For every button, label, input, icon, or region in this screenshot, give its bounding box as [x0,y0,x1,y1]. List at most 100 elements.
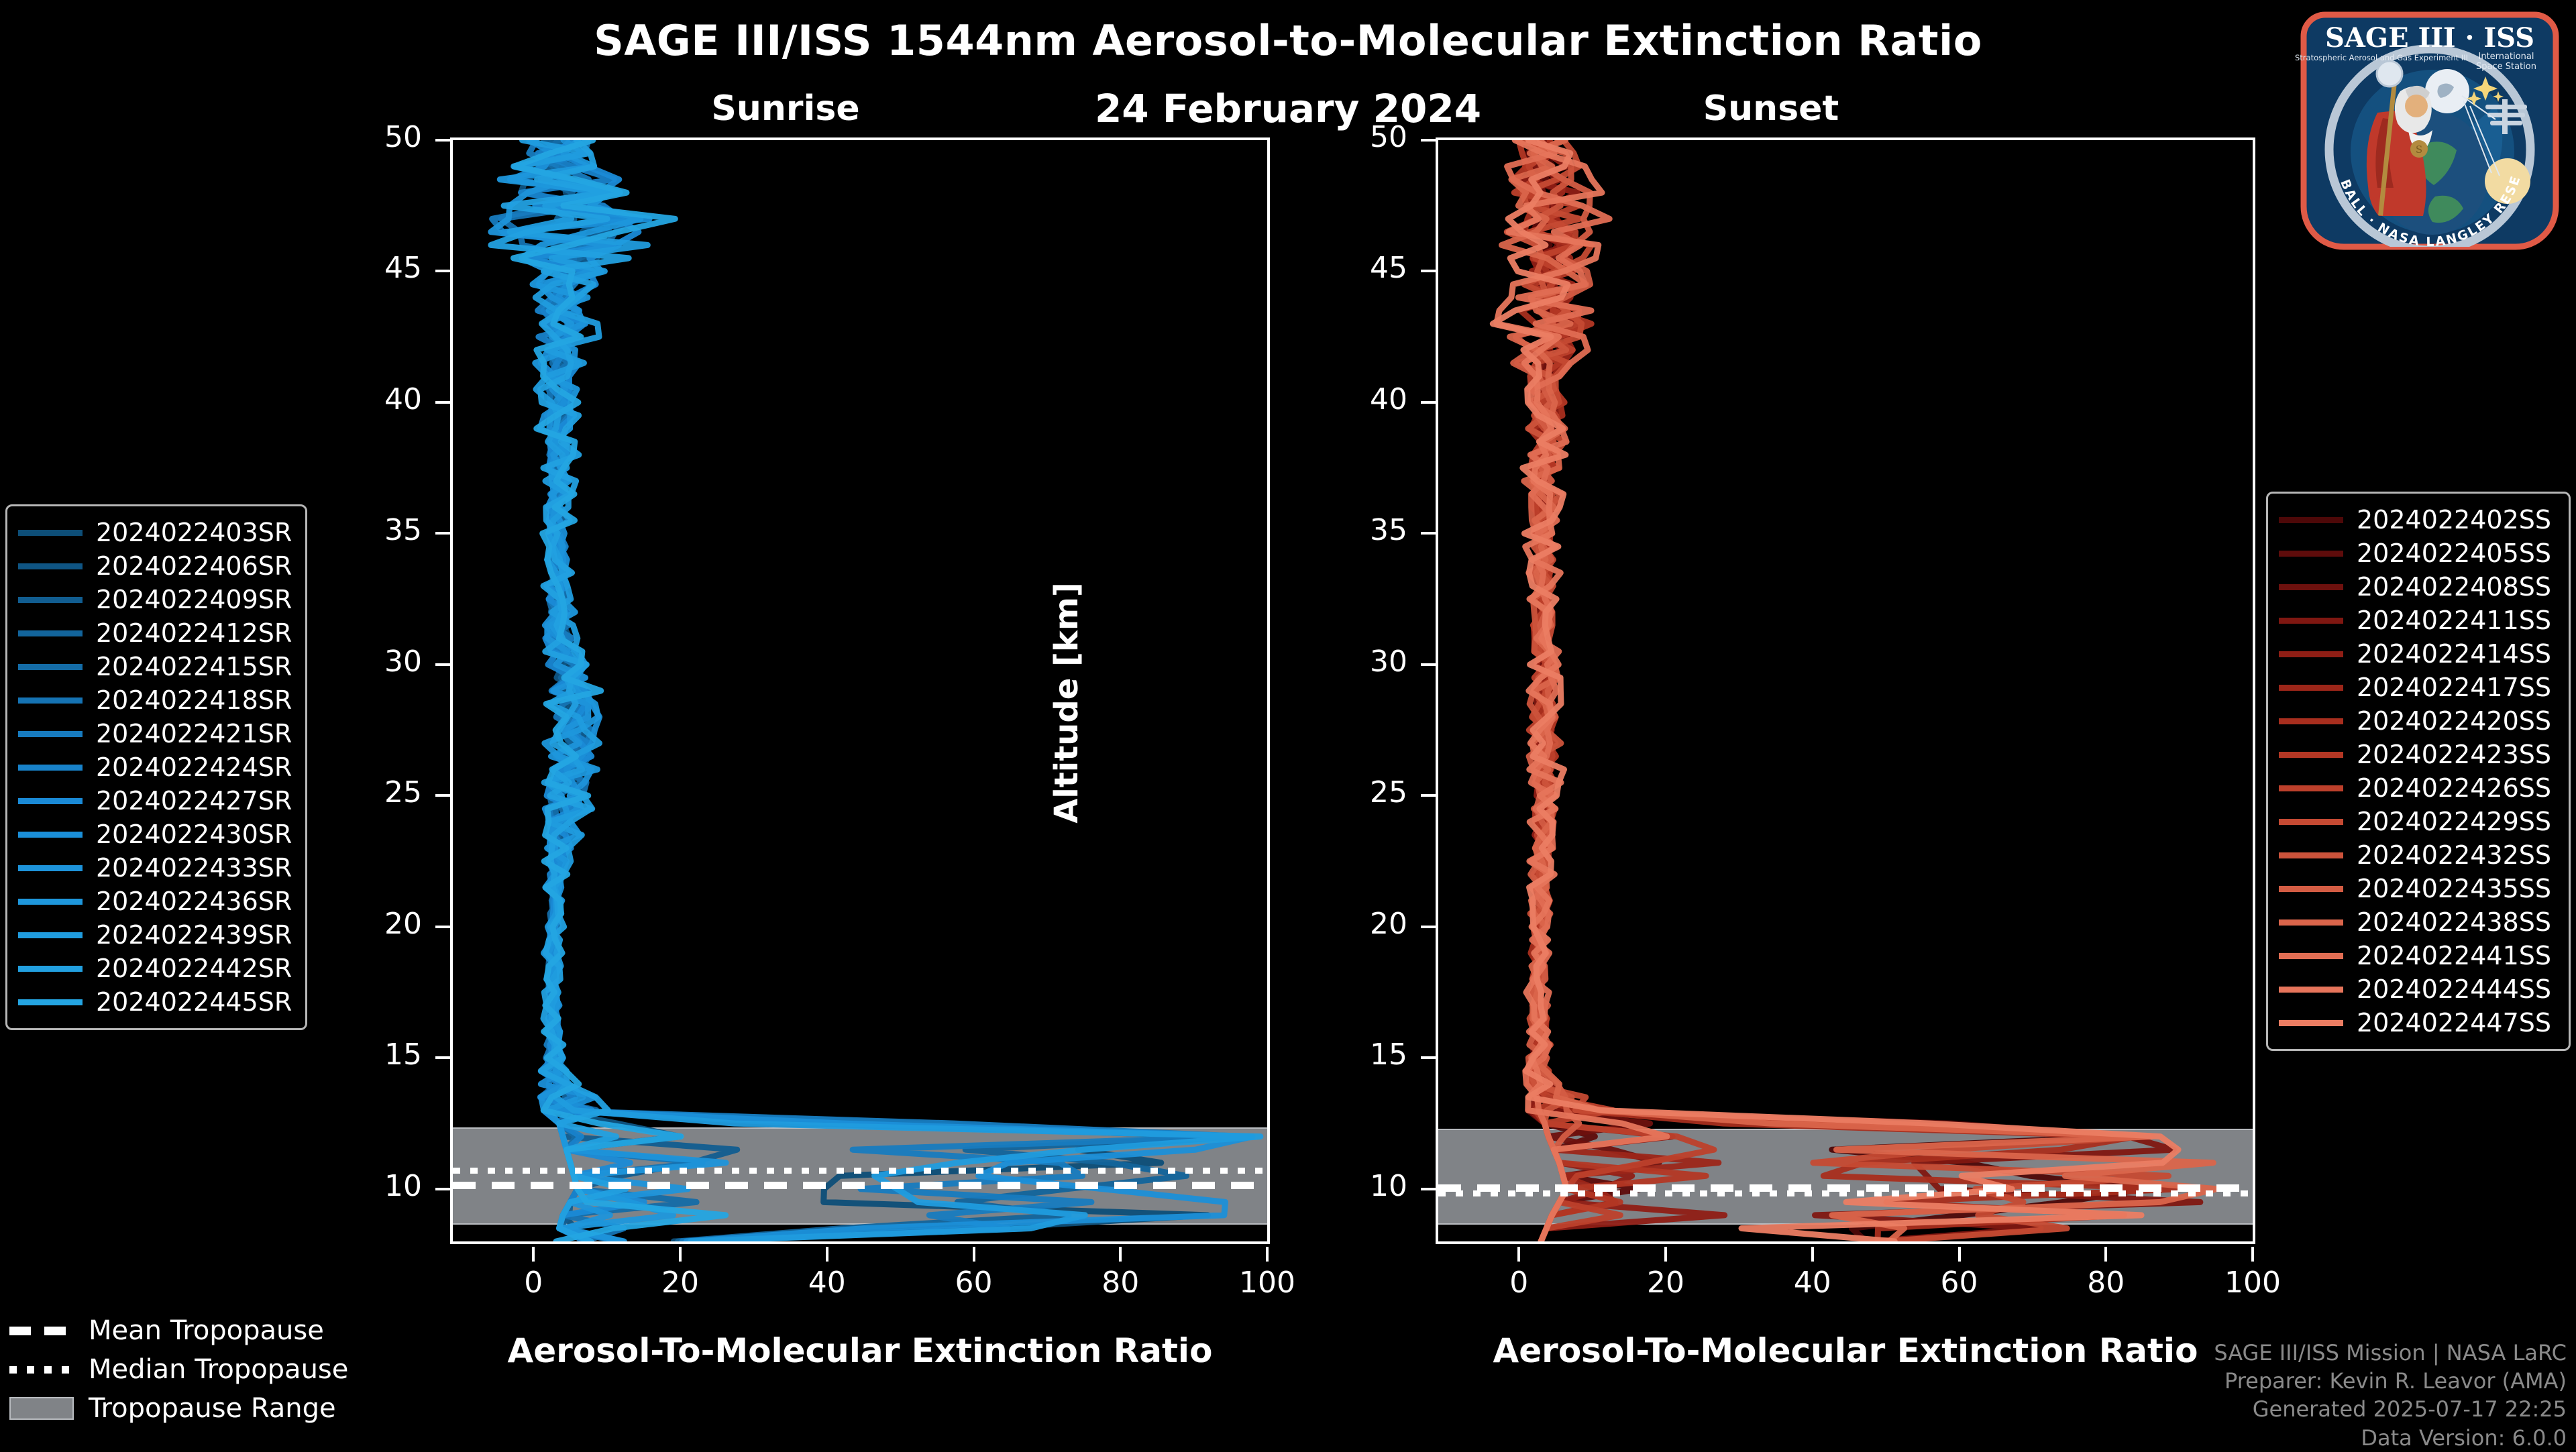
y-axis-tick [435,400,453,404]
y-axis-tick-label: 45 [384,251,422,286]
legend-item[interactable]: 2024022444SS [2279,972,2558,1006]
legend-item-median-tropopause: Median Tropopause [9,1350,372,1389]
legend-color-swatch [2279,852,2343,858]
y-axis-tick [435,270,453,273]
legend-item[interactable]: 2024022424SR [18,750,294,784]
y-axis-tick-label: 30 [384,644,422,679]
y-axis-tick [435,139,453,142]
legend-item[interactable]: 2024022421SR [18,717,294,750]
legend-color-swatch [2279,684,2343,691]
profile-line [500,140,1256,1241]
legend-sunset[interactable]: 2024022402SS 2024022405SS 2024022408SS 2024… [2266,492,2571,1051]
y-axis-tick [435,1056,453,1060]
legend-color-swatch [2279,751,2343,758]
y-axis-tick-label: 25 [384,775,422,810]
profile-line [1519,140,2171,1241]
logo-subtitle-right-1: International [2479,52,2534,62]
y-axis-tick [1421,925,1438,928]
x-axis-tick [1266,1247,1269,1262]
legend-item[interactable]: 2024022417SS [2279,671,2558,704]
legend-label: 2024022408SS [2357,572,2552,602]
legend-item[interactable]: 2024022412SR [18,616,294,650]
legend-item[interactable]: 2024022436SR [18,885,294,918]
x-axis-title-sunrise: Aerosol-To-Molecular Extinction Ratio [507,1331,1213,1370]
legend-color-swatch [2279,785,2343,791]
legend-sunrise[interactable]: 2024022403SR 2024022406SR 2024022409SR 2024… [5,504,307,1030]
legend-item[interactable]: 2024022408SS [2279,570,2558,604]
legend-label: 2024022441SS [2357,941,2552,970]
chart-subtitle: 24 February 2024 [1094,86,1482,131]
legend-item[interactable]: 2024022418SR [18,683,294,717]
legend-label: 2024022430SR [96,820,292,849]
y-axis-tick-label: 40 [1370,382,1407,416]
legend-item[interactable]: 2024022420SS [2279,704,2558,738]
dashed-line-icon [9,1326,74,1335]
plot-area-sunset[interactable] [1436,137,2255,1244]
legend-item[interactable]: 2024022402SS [2279,503,2558,537]
legend-item[interactable]: 2024022415SR [18,650,294,683]
x-axis-tick [825,1247,828,1262]
legend-item[interactable]: 2024022429SS [2279,805,2558,838]
logo-title: SAGE III · ISS [2325,22,2534,54]
profile-line [488,140,632,1241]
y-axis-tick-label: 15 [1370,1038,1407,1072]
y-axis-tick-label: 10 [1370,1168,1407,1203]
page-title: SAGE III/ISS 1544nm Aerosol-to-Molecular… [594,16,1982,65]
legend-label: 2024022423SS [2357,740,2552,769]
legend-label: 2024022433SR [96,853,292,883]
x-axis-tick [679,1247,682,1262]
profile-line [1504,140,1613,1241]
legend-item[interactable]: 2024022406SR [18,549,294,583]
legend-tropopause: Mean Tropopause Median Tropopause Tropop… [9,1311,372,1428]
legend-label: 2024022436SR [96,887,292,916]
y-axis-tick [1421,794,1438,797]
legend-color-swatch [2279,583,2343,590]
profile-line [511,140,729,1241]
legend-label: 2024022417SS [2357,673,2552,702]
legend-color-swatch [2279,818,2343,825]
y-axis-tick-label: 50 [384,120,422,154]
legend-item[interactable]: 2024022427SR [18,784,294,818]
y-axis-tick [1421,1056,1438,1060]
legend-item[interactable]: 2024022426SS [2279,771,2558,805]
profile-line [1493,140,1670,1241]
legend-item[interactable]: 2024022439SR [18,918,294,952]
legend-label: 2024022406SR [96,551,292,581]
x-axis-tick-label: 60 [955,1266,993,1300]
legend-color-swatch [2279,651,2343,657]
legend-color-swatch [18,864,83,871]
legend-label: 2024022444SS [2357,974,2552,1004]
legend-item[interactable]: 2024022438SS [2279,905,2558,939]
legend-item[interactable]: 2024022409SR [18,583,294,616]
legend-label: 2024022421SR [96,719,292,748]
legend-item[interactable]: 2024022430SR [18,818,294,851]
legend-item[interactable]: 2024022447SS [2279,1006,2558,1040]
legend-label: 2024022429SS [2357,807,2552,836]
legend-item[interactable]: 2024022414SS [2279,637,2558,671]
y-axis-tick [435,532,453,535]
legend-item[interactable]: 2024022445SR [18,985,294,1019]
legend-label-tropopause-range: Tropopause Range [89,1393,336,1424]
legend-color-swatch [2279,952,2343,959]
y-axis-tick [435,794,453,797]
legend-item[interactable]: 2024022423SS [2279,738,2558,771]
legend-item[interactable]: 2024022403SR [18,516,294,549]
plot-area-sunrise[interactable] [450,137,1270,1244]
legend-item[interactable]: 2024022432SS [2279,838,2558,872]
legend-item[interactable]: 2024022433SR [18,851,294,885]
mean-tropopause-line-sunset [1438,1184,2253,1192]
legend-item[interactable]: 2024022442SR [18,952,294,985]
profile-lines-sunset [1489,140,2220,1241]
legend-color-swatch [2279,718,2343,724]
legend-item[interactable]: 2024022435SS [2279,872,2558,905]
y-axis-tick [435,663,453,666]
x-axis-tick-label: 100 [1239,1266,1295,1300]
y-axis-tick-label: 20 [1370,906,1407,941]
credits-mission: SAGE III/ISS Mission | NASA LaRC [2214,1340,2567,1365]
legend-label-mean-tropopause: Mean Tropopause [89,1315,324,1346]
y-axis-tick-label: 50 [1370,120,1407,154]
legend-item[interactable]: 2024022441SS [2279,939,2558,972]
legend-item[interactable]: 2024022411SS [2279,604,2558,637]
legend-item[interactable]: 2024022405SS [2279,537,2558,570]
logo-subtitle-left: Stratospheric Aerosol and Gas Experiment… [2295,53,2468,62]
